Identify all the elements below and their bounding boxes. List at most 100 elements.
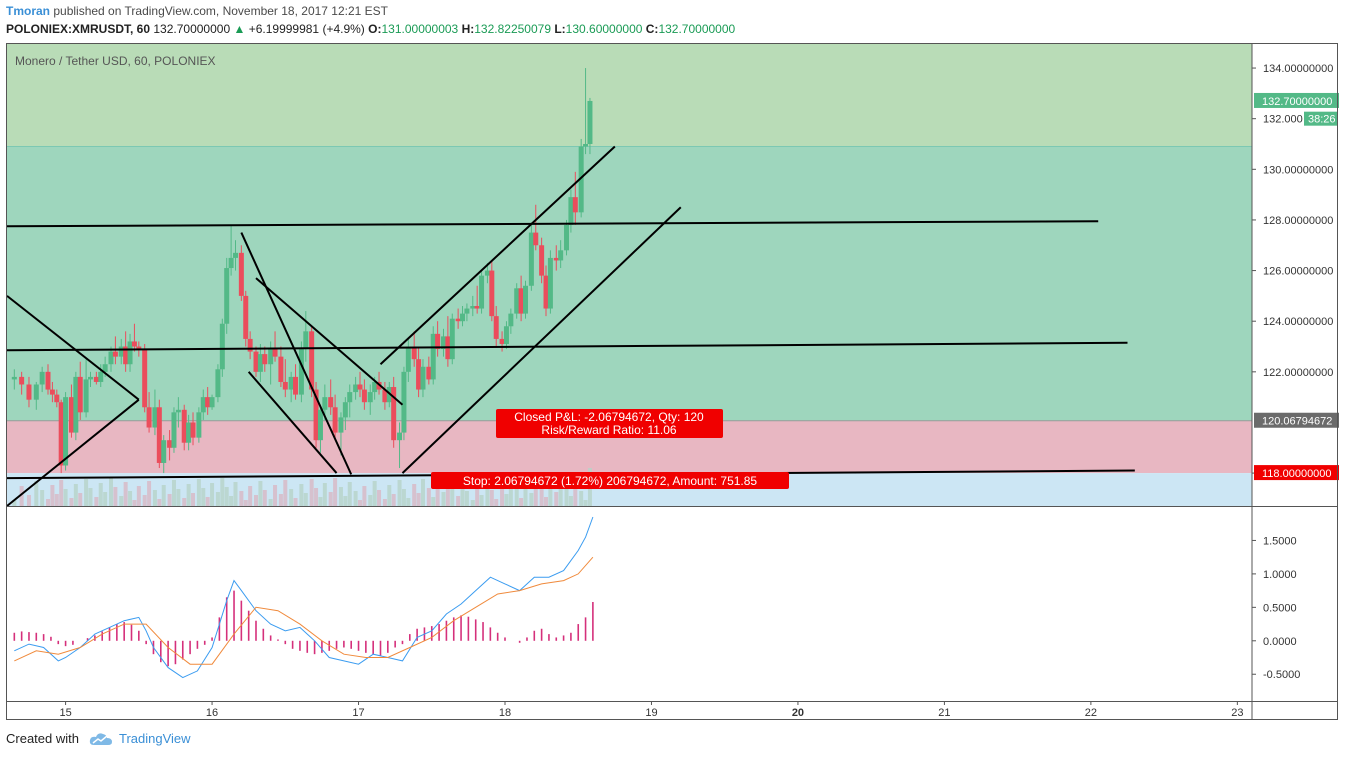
candle-body (568, 197, 574, 226)
volume-bar (132, 500, 137, 506)
entry-price-box (1254, 412, 1339, 428)
open-value: 131.00000003 (381, 22, 459, 36)
candle-body (367, 392, 373, 403)
low-value: 130.60000000 (565, 22, 643, 36)
candle-body (167, 440, 173, 448)
volume-bar (108, 478, 113, 506)
volume-bar (233, 482, 238, 506)
volume-bar (309, 479, 314, 506)
volume-bar (416, 493, 421, 506)
candle-body (539, 245, 545, 276)
volume-bar (456, 496, 461, 506)
candle-body (247, 338, 253, 352)
price-tick-label: 134.00000000 (1263, 63, 1333, 75)
volume-bar (338, 487, 343, 506)
volume-bar (514, 489, 519, 506)
candle-body (108, 351, 114, 365)
volume-bar (303, 493, 308, 506)
tradingview-link[interactable]: TradingView (118, 731, 191, 746)
candle-body (440, 336, 446, 350)
trend-line (6, 398, 140, 507)
candle-body (19, 376, 25, 385)
last-price-box (1254, 92, 1339, 108)
candle-body (342, 402, 348, 418)
candle-body (309, 331, 315, 390)
time-tick-label: 17 (352, 707, 364, 719)
candle-body (171, 412, 177, 448)
volume-bar (157, 499, 162, 506)
candle-body (224, 268, 230, 324)
volume-bar (343, 496, 348, 506)
time-tick-label: 23 (1231, 707, 1243, 719)
candle-body (175, 409, 181, 413)
volume-bar (254, 495, 258, 506)
candle-body (508, 313, 514, 327)
volume-bar (78, 493, 83, 506)
price-tick-label: 132.000 (1263, 114, 1303, 126)
tradingview-cloud-icon (89, 732, 112, 745)
macd-tick-label: 0.5000 (1263, 602, 1297, 614)
volume-bar (258, 481, 263, 506)
published-text: published on TradingView.com, November 1… (50, 4, 389, 18)
candle-body (503, 326, 509, 344)
countdown-label: 38:26 (1308, 114, 1336, 126)
volume-bar (103, 492, 108, 506)
volume-bar (435, 483, 440, 506)
volume-bar (69, 498, 74, 506)
volume-bar (508, 480, 513, 506)
volume-bar (186, 484, 191, 506)
volume-bar (450, 487, 455, 506)
signal-line (14, 556, 594, 665)
change-arrow-icon: ▲ (233, 22, 246, 36)
trend-line (6, 295, 140, 401)
trend-line (240, 232, 353, 475)
volume-bar (123, 482, 128, 506)
trend-line (6, 341, 1128, 352)
trend-line (6, 220, 1099, 228)
volume-bar (293, 498, 298, 506)
volume-bar (485, 481, 490, 506)
volume-bar (504, 494, 509, 506)
closed-pl-label: Closed P&L: -2.06794672, Qty: 120 (514, 410, 704, 424)
volume-bar (464, 491, 469, 506)
volume-bar (441, 492, 446, 506)
volume-bar (318, 497, 323, 506)
candle-body (205, 397, 211, 408)
candle-body (322, 397, 328, 410)
candle-body (328, 397, 334, 408)
volume-bar (353, 491, 358, 506)
volume-bar (205, 497, 210, 506)
candle-body (152, 407, 158, 428)
volume-bar (533, 479, 538, 506)
volume-bar (46, 499, 51, 506)
candle-body (361, 389, 367, 403)
candle-body (238, 252, 244, 296)
volume-bar (470, 500, 475, 506)
volume-bar (397, 480, 402, 506)
volume-bar (362, 486, 367, 506)
volume-bar (262, 490, 267, 506)
profit-zone (7, 146, 1252, 421)
volume-bar (554, 492, 559, 506)
candle-body (131, 341, 137, 347)
candle-body (303, 331, 309, 350)
time-tick-label: 20 (792, 707, 804, 719)
volume-bar (372, 481, 377, 506)
candle-body (11, 376, 17, 380)
candle-body (272, 349, 278, 357)
candle-body (262, 354, 268, 365)
candle-body (484, 270, 490, 276)
candle-body (146, 407, 152, 428)
candle-body (181, 409, 187, 443)
created-with-text: Created with (6, 731, 79, 746)
candle-body (102, 364, 108, 372)
author-link[interactable]: Tmoran (6, 4, 51, 18)
candle-body (547, 257, 553, 309)
candle-body (161, 440, 167, 463)
price-tick-label: 124.00000000 (1263, 316, 1333, 328)
open-label: O: (368, 22, 382, 36)
candle-body (127, 341, 133, 365)
footer: Created with TradingView (6, 731, 191, 746)
volume-bar (54, 494, 59, 506)
